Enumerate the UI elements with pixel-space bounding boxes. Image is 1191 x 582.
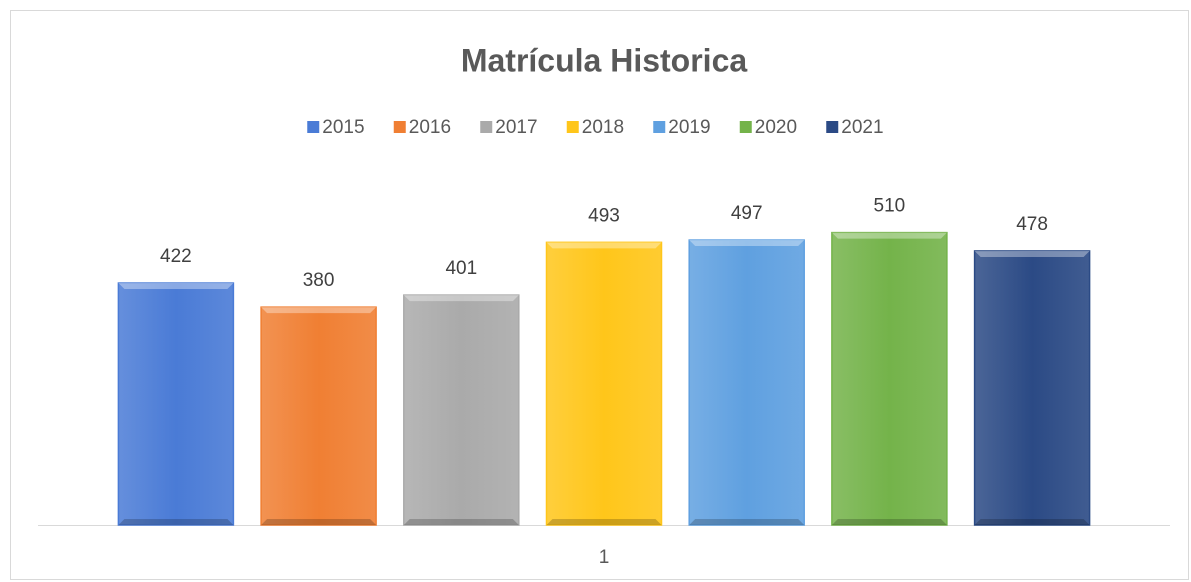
data-label: 380: [303, 270, 335, 291]
data-label: 401: [445, 258, 477, 279]
chart-title: Matrícula Historica: [461, 42, 748, 78]
data-label: 478: [1016, 214, 1048, 235]
bar: [831, 231, 948, 526]
bar-bevel: [403, 519, 519, 525]
legend-swatch: [307, 121, 320, 133]
bar: [973, 250, 1091, 526]
bar: [403, 294, 520, 526]
legend-swatch: [826, 121, 839, 133]
legend-label: 2021: [841, 117, 883, 138]
data-label: 422: [160, 246, 192, 267]
x-tick-label: 1: [599, 547, 610, 568]
bar-bevel: [261, 519, 377, 525]
data-label: 493: [588, 205, 620, 226]
bar-bevel: [261, 307, 377, 314]
bar-bevel: [546, 242, 662, 249]
legend-label: 2020: [755, 117, 797, 138]
bar: [260, 306, 377, 526]
legend-swatch: [739, 121, 752, 133]
legend-label: 2018: [582, 117, 624, 138]
data-label: 510: [874, 196, 906, 217]
legend-swatch: [393, 121, 406, 133]
bar-bevel: [118, 519, 234, 525]
bar-bevel: [689, 240, 805, 247]
data-label: 497: [731, 203, 763, 224]
bar-bevel: [974, 250, 1090, 257]
legend-label: 2019: [668, 117, 710, 138]
legend-swatch: [653, 121, 666, 133]
bar-bevel: [546, 519, 662, 525]
bar-bevel: [689, 519, 805, 525]
bar: [545, 241, 663, 526]
bar-bevel: [118, 283, 234, 290]
bar: [688, 239, 805, 526]
bar: [117, 282, 235, 526]
legend-label: 2016: [409, 117, 451, 138]
bar-bevel: [831, 232, 947, 239]
bar-bevel: [831, 519, 947, 525]
legend-label: 2017: [495, 117, 537, 138]
bar-bevel: [403, 295, 519, 302]
legend-label: 2015: [322, 117, 364, 138]
bar-bevel: [974, 519, 1090, 525]
legend-swatch: [566, 121, 579, 133]
legend-swatch: [480, 121, 493, 133]
